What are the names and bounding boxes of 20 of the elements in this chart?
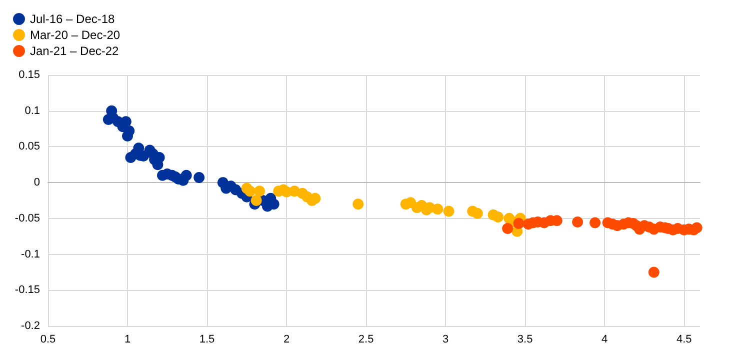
x-tick-label: 2: [283, 334, 290, 346]
y-tick-label: -0.05: [14, 212, 40, 224]
x-tick-label: 3: [442, 334, 449, 346]
legend-label: Jan-21 – Dec-22: [30, 44, 120, 58]
x-tick-label: 1.5: [199, 334, 215, 346]
x-tick-label: 4.5: [676, 334, 692, 346]
x-tick-label: 3.5: [517, 334, 533, 346]
x-tick-label: 0.5: [40, 334, 56, 346]
legend-label: Mar-20 – Dec-20: [30, 28, 120, 42]
x-tick-label: 2.5: [358, 334, 374, 346]
y-tick-label: 0.1: [24, 104, 40, 117]
y-tick-label: -0.1: [21, 248, 40, 260]
y-tick-label: -0.2: [21, 320, 40, 332]
x-tick-label: 1: [124, 334, 131, 346]
y-tick-label: -0.15: [14, 284, 40, 296]
y-tick-label: 0.05: [18, 140, 40, 153]
y-tick-label: 0: [34, 176, 40, 189]
y-tick-label: 0.15: [18, 69, 40, 81]
x-tick-label: 4: [602, 334, 608, 346]
legend-label: Jul-16 – Dec-18: [30, 12, 116, 26]
